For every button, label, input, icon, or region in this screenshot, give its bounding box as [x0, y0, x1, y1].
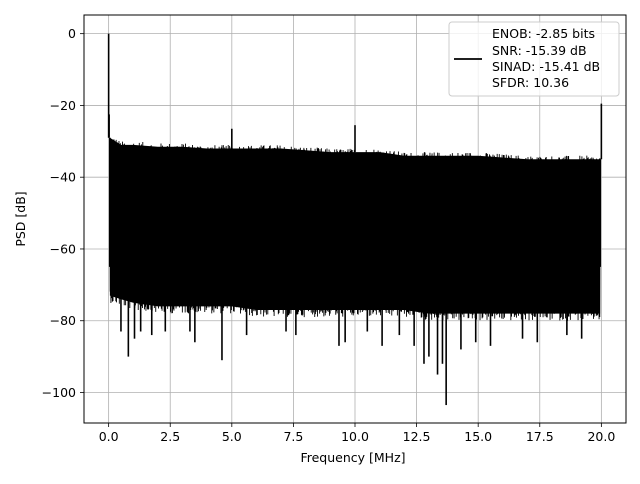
psd-line [109, 138, 601, 321]
y-tick-label: −20 [50, 98, 76, 113]
x-tick-label: 10.0 [341, 429, 369, 444]
y-tick-label: −60 [50, 241, 76, 256]
x-tick-label: 15.0 [464, 429, 492, 444]
legend-entry-enob: ENOB: -2.85 bits [492, 26, 595, 41]
legend-box [448, 21, 620, 97]
x-tick-label: 0.0 [99, 429, 119, 444]
y-tick-label: −80 [50, 313, 76, 328]
plot-data [107, 33, 603, 406]
x-tick-label: 2.5 [160, 429, 180, 444]
x-axis-ticks: 0.0 2.5 5.0 7.5 10.0 12.5 15.0 17.5 20.0 [99, 423, 615, 444]
y-axis-label: PSD [dB] [13, 191, 28, 246]
legend: ENOB: -2.85 bits SNR: -15.39 dB SINAD: -… [448, 21, 620, 97]
x-axis-label: Frequency [MHz] [300, 450, 405, 465]
x-tick-label: 12.5 [403, 429, 431, 444]
y-tick-label: −40 [50, 170, 76, 185]
x-tick-label: 17.5 [526, 429, 554, 444]
y-axis-ticks: 0 −20 −40 −60 −80 −100 [42, 26, 84, 400]
legend-entry-sinad: SINAD: -15.41 dB [492, 59, 600, 74]
y-tick-label: 0 [68, 26, 76, 41]
x-tick-label: 20.0 [587, 429, 615, 444]
x-tick-label: 7.5 [283, 429, 303, 444]
legend-entry-sfdr: SFDR: 10.36 [492, 75, 569, 90]
legend-entry-snr: SNR: -15.39 dB [492, 43, 587, 58]
x-tick-label: 5.0 [222, 429, 242, 444]
y-tick-label: −100 [42, 385, 76, 400]
